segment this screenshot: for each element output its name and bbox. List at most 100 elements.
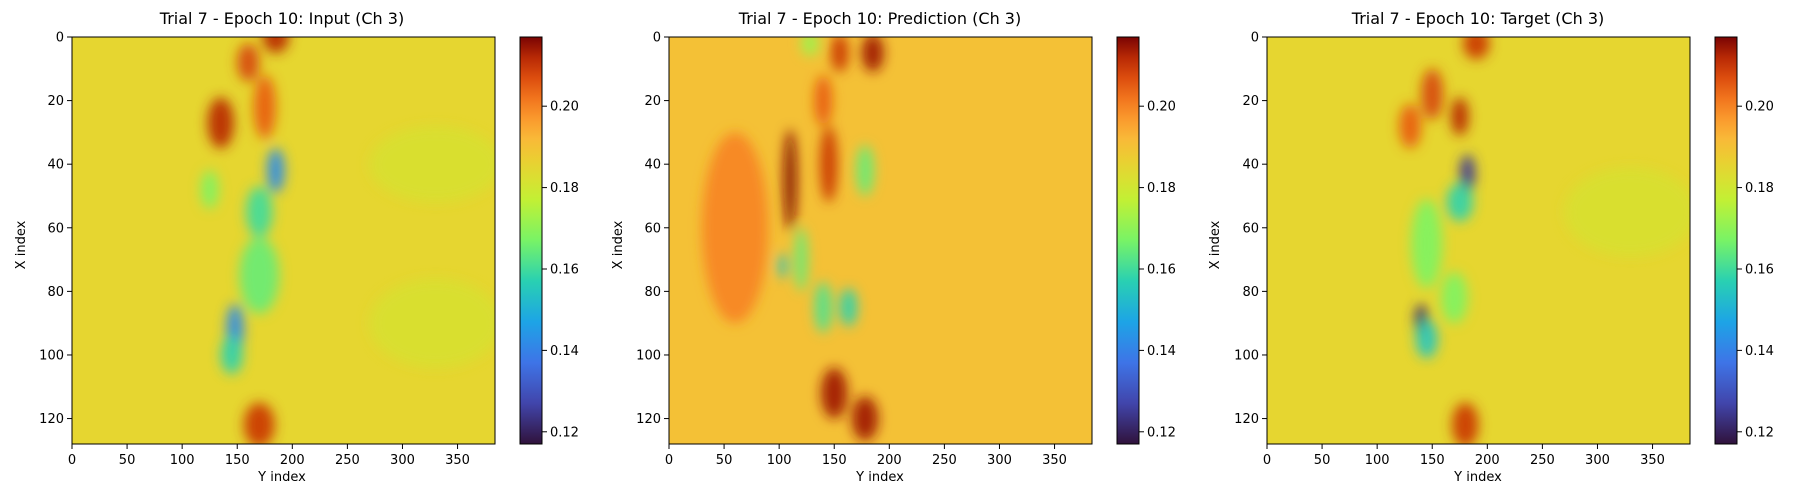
y-tick-label: 80	[644, 285, 661, 300]
heatmap-feature	[702, 132, 769, 324]
heatmap-feature	[814, 281, 833, 333]
y-axis-label: X index	[611, 220, 626, 269]
x-tick-label: 0	[665, 453, 673, 468]
colorbar-tick-label: 0.20	[1745, 100, 1774, 115]
heatmap-feature	[801, 37, 819, 57]
heatmap-feature	[266, 148, 285, 193]
colorbar	[1714, 36, 1738, 445]
heatmap-feature	[1450, 97, 1469, 136]
colorbar-tick-label: 0.12	[1147, 425, 1176, 440]
x-tick-label: 100	[767, 453, 792, 468]
x-tick-label: 100	[1365, 453, 1390, 468]
heatmap-feature	[861, 37, 884, 72]
y-tick-label: 40	[47, 158, 64, 173]
heatmap-feature	[821, 367, 848, 419]
colorbar-tick-label: 0.20	[550, 100, 579, 115]
heatmap-feature	[369, 278, 495, 368]
heatmap-image	[72, 37, 495, 444]
colorbar-tick-label: 0.18	[1745, 181, 1774, 196]
heatmap-background	[72, 37, 495, 444]
heatmap-feature	[239, 237, 280, 314]
heatmap-feature	[1446, 183, 1473, 222]
heatmap-feature	[243, 402, 275, 444]
chart-title: Trial 7 - Epoch 10: Input (Ch 3)	[159, 9, 404, 28]
heatmap-feature	[778, 253, 787, 279]
x-tick-label: 250	[1530, 453, 1555, 468]
heatmap-feature	[814, 75, 833, 127]
colorbar-tick-label: 0.16	[1745, 262, 1774, 277]
y-tick-label: 20	[47, 94, 64, 109]
y-tick-label: 0	[56, 31, 64, 46]
y-tick-label: 100	[636, 348, 661, 363]
y-tick-label: 60	[644, 221, 661, 236]
y-tick-label: 0	[653, 31, 661, 46]
heatmap-feature	[246, 186, 273, 238]
x-axis-label: Y index	[1453, 470, 1502, 485]
x-tick-label: 300	[1585, 453, 1610, 468]
x-tick-label: 50	[1314, 453, 1331, 468]
x-tick-label: 150	[225, 453, 250, 468]
heatmap-feature	[1452, 402, 1479, 444]
heatmap-feature	[1564, 167, 1690, 257]
x-tick-label: 250	[335, 453, 360, 468]
x-tick-label: 300	[390, 453, 415, 468]
heatmap-feature	[1399, 103, 1422, 149]
heatmap-panel-target: Trial 7 - Epoch 10: Target (Ch 3) Y inde…	[1208, 9, 1774, 485]
x-tick-label: 0	[1263, 453, 1271, 468]
heatmap-feature	[1441, 272, 1468, 324]
heatmap-feature	[783, 129, 797, 231]
colorbar-tick-label: 0.14	[550, 344, 579, 359]
heatmap-feature	[253, 75, 276, 139]
chart-title: Trial 7 - Epoch 10: Target (Ch 3)	[1351, 9, 1604, 28]
heatmap-feature	[1415, 319, 1438, 359]
y-tick-label: 80	[1242, 285, 1259, 300]
heatmap-feature	[856, 145, 874, 196]
y-tick-label: 120	[1234, 412, 1259, 427]
x-tick-label: 350	[1640, 453, 1665, 468]
y-axis-label: X index	[1208, 220, 1223, 269]
colorbar	[519, 36, 543, 445]
x-tick-label: 100	[170, 453, 195, 468]
colorbar-tick-label: 0.16	[1147, 262, 1176, 277]
heatmap-feature	[1463, 37, 1490, 60]
x-tick-label: 350	[445, 453, 470, 468]
colorbar-tick-label: 0.14	[1745, 344, 1774, 359]
heatmap-feature	[851, 396, 879, 441]
heatmap-feature	[794, 227, 808, 292]
heatmap-feature	[1421, 68, 1444, 120]
colorbar	[1116, 36, 1140, 445]
heatmap-feature	[819, 126, 838, 203]
plot-frame	[1266, 36, 1691, 445]
y-tick-label: 100	[1234, 348, 1259, 363]
colorbar-tick-label: 0.12	[550, 425, 579, 440]
colorbar-tick-label: 0.12	[1745, 425, 1774, 440]
y-tick-label: 120	[636, 412, 661, 427]
y-tick-label: 80	[47, 285, 64, 300]
plot-frame	[71, 36, 496, 445]
heatmap-feature	[200, 170, 219, 209]
x-axis-label: Y index	[855, 470, 904, 485]
y-axis-label: X index	[14, 220, 29, 269]
plot-frame	[668, 36, 1093, 445]
colorbar-tick-label: 0.16	[550, 262, 579, 277]
heatmap-image	[1267, 37, 1690, 444]
colorbar-tick-label: 0.18	[550, 181, 579, 196]
y-tick-label: 60	[1242, 221, 1259, 236]
heatmap-feature	[237, 43, 260, 82]
x-tick-label: 200	[280, 453, 305, 468]
y-tick-label: 0	[1251, 31, 1259, 46]
heatmap-feature	[262, 37, 290, 53]
y-tick-label: 120	[39, 412, 64, 427]
colorbar-tick-label: 0.14	[1147, 344, 1176, 359]
x-tick-label: 50	[119, 453, 136, 468]
x-tick-label: 200	[877, 453, 902, 468]
y-tick-label: 40	[1242, 158, 1259, 173]
chart-title: Trial 7 - Epoch 10: Prediction (Ch 3)	[738, 9, 1021, 28]
heatmap-image	[669, 37, 1092, 444]
x-tick-label: 350	[1042, 453, 1067, 468]
heatmap-feature	[220, 335, 243, 375]
y-tick-label: 60	[47, 221, 64, 236]
y-tick-label: 100	[39, 348, 64, 363]
y-tick-label: 20	[644, 94, 661, 109]
